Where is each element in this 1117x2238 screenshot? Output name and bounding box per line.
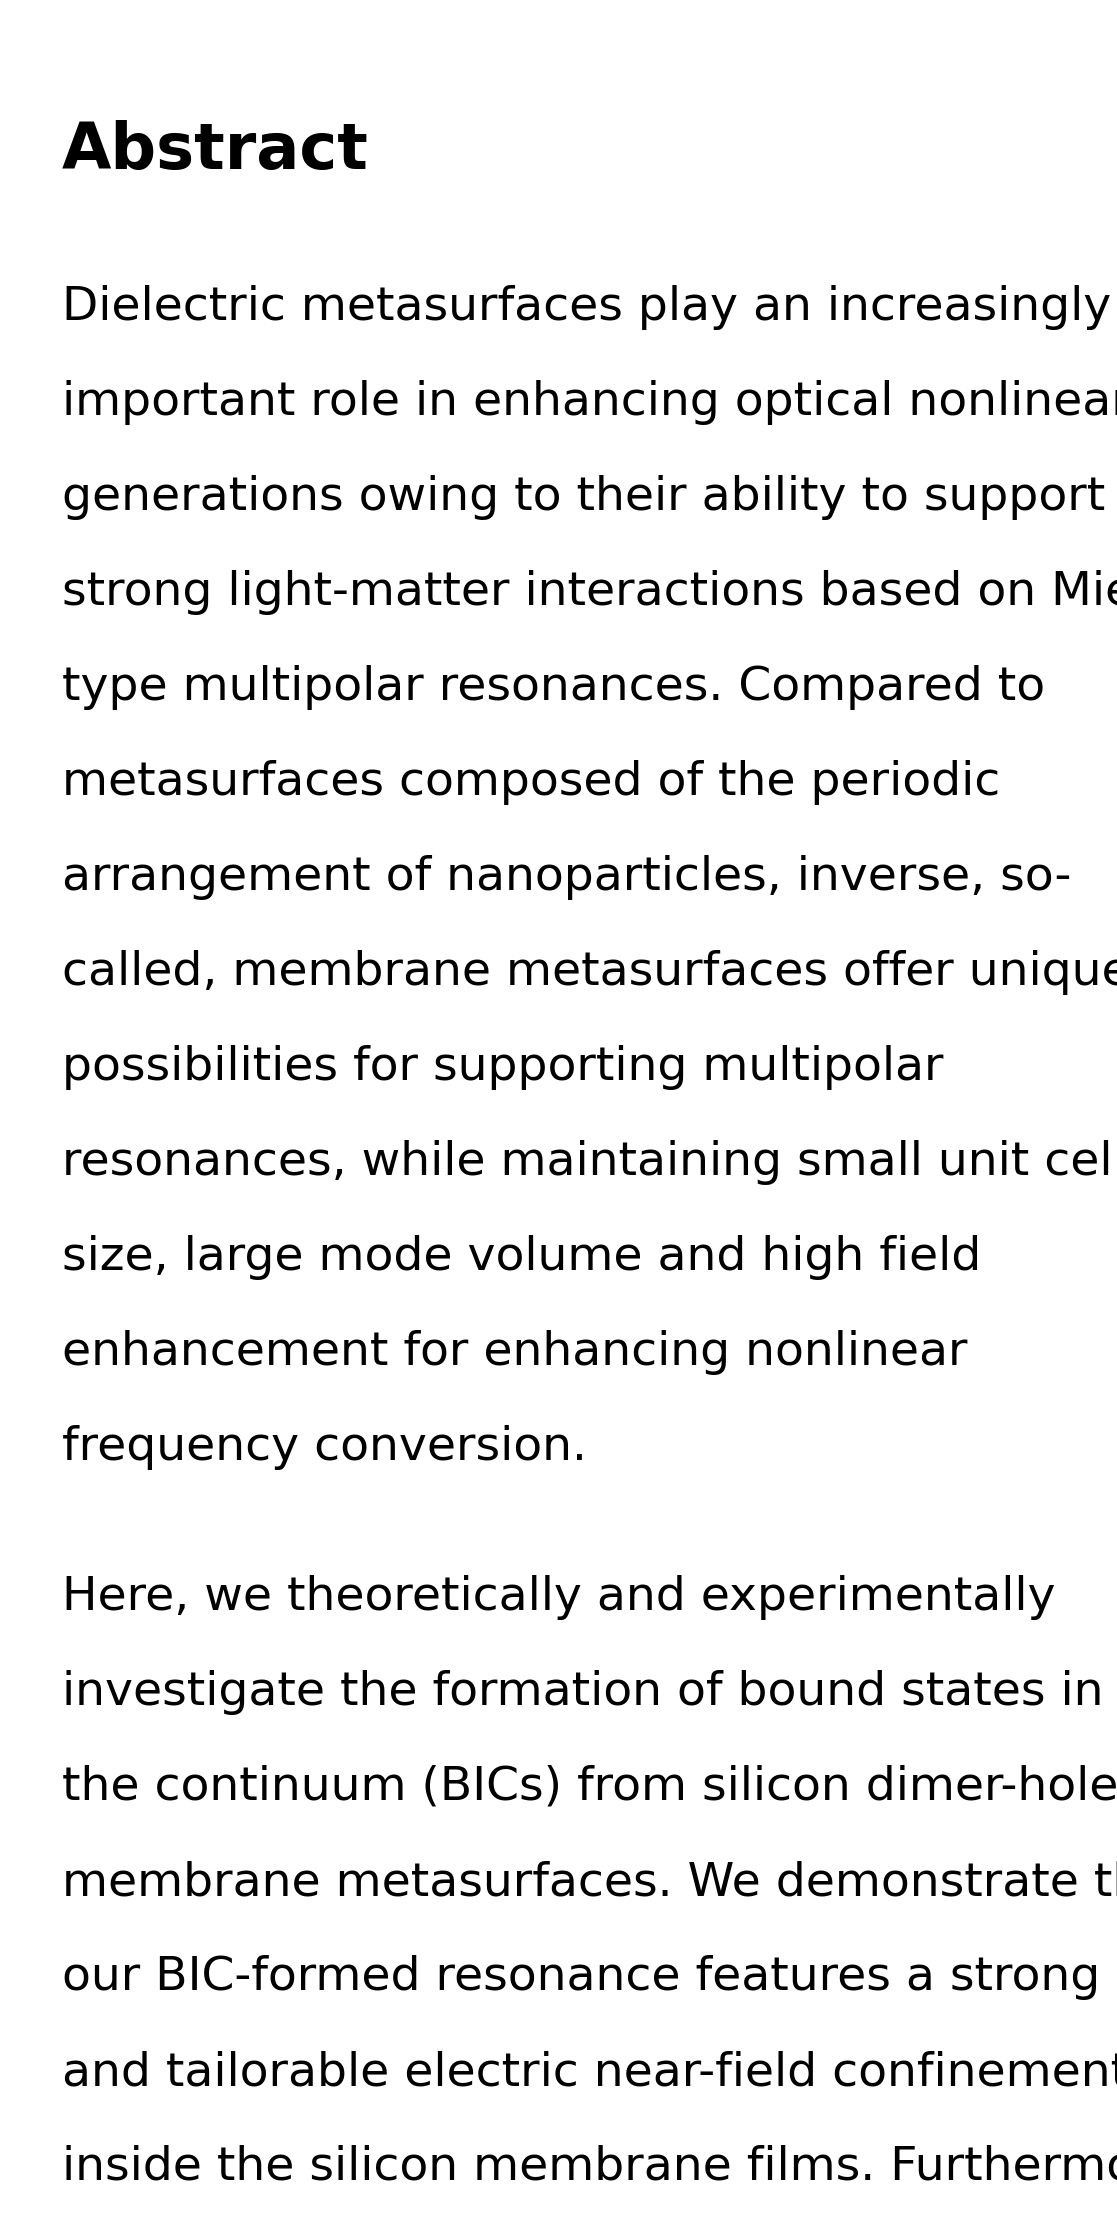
Text: investigate the formation of bound states in: investigate the formation of bound state…	[63, 1670, 1104, 1714]
Text: size, large mode volume and high field: size, large mode volume and high field	[63, 1235, 981, 1280]
Text: type multipolar resonances. Compared to: type multipolar resonances. Compared to	[63, 665, 1046, 709]
Text: possibilities for supporting multipolar: possibilities for supporting multipolar	[63, 1045, 944, 1090]
Text: and tailorable electric near-field confinement: and tailorable electric near-field confi…	[63, 2050, 1117, 2095]
Text: arrangement of nanoparticles, inverse, so-: arrangement of nanoparticles, inverse, s…	[63, 855, 1071, 900]
Text: enhancement for enhancing nonlinear: enhancement for enhancing nonlinear	[63, 1329, 967, 1374]
Text: strong light-matter interactions based on Mie-: strong light-matter interactions based o…	[63, 571, 1117, 615]
Text: important role in enhancing optical nonlinear: important role in enhancing optical nonl…	[63, 380, 1117, 425]
Text: resonances, while maintaining small unit cell: resonances, while maintaining small unit…	[63, 1139, 1117, 1184]
Text: Here, we theoretically and experimentally: Here, we theoretically and experimentall…	[63, 1576, 1056, 1620]
Text: the continuum (BICs) from silicon dimer-hole: the continuum (BICs) from silicon dimer-…	[63, 1766, 1117, 1811]
Text: membrane metasurfaces. We demonstrate that: membrane metasurfaces. We demonstrate th…	[63, 1860, 1117, 1905]
Text: generations owing to their ability to support: generations owing to their ability to su…	[63, 474, 1105, 519]
Text: our BIC-formed resonance features a strong: our BIC-formed resonance features a stro…	[63, 1956, 1100, 2001]
Text: metasurfaces composed of the periodic: metasurfaces composed of the periodic	[63, 761, 1000, 806]
Text: Abstract: Abstract	[63, 121, 369, 181]
Text: frequency conversion.: frequency conversion.	[63, 1426, 588, 1470]
Text: called, membrane metasurfaces offer unique: called, membrane metasurfaces offer uniq…	[63, 949, 1117, 996]
Text: inside the silicon membrane films. Furthermore,: inside the silicon membrane films. Furth…	[63, 2144, 1117, 2191]
Text: Dielectric metasurfaces play an increasingly: Dielectric metasurfaces play an increasi…	[63, 284, 1111, 329]
